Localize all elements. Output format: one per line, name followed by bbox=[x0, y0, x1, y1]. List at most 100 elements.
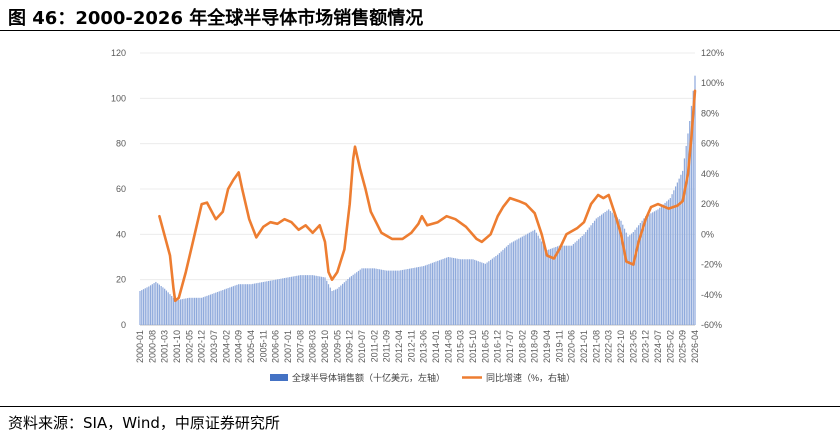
bar bbox=[343, 282, 345, 325]
bar bbox=[669, 198, 671, 325]
bar bbox=[234, 285, 236, 325]
x-tick-label: 2010-07 bbox=[357, 330, 367, 363]
bar bbox=[535, 232, 538, 325]
bar bbox=[449, 257, 451, 325]
bar bbox=[417, 267, 419, 325]
bar bbox=[160, 286, 162, 325]
bar bbox=[502, 249, 504, 325]
right-axis-ticks: -60% -40% -20% 0% 20% 40% 60% 80% 100% 120% bbox=[701, 48, 724, 330]
bar bbox=[602, 213, 604, 325]
bar bbox=[357, 270, 360, 325]
bar bbox=[512, 241, 515, 325]
bar bbox=[158, 284, 160, 325]
bar bbox=[675, 186, 677, 325]
bar bbox=[646, 215, 649, 325]
x-tick-label: 2002-05 bbox=[184, 330, 194, 363]
bar bbox=[673, 190, 675, 325]
bar bbox=[460, 259, 462, 325]
bar bbox=[252, 283, 254, 325]
bar bbox=[657, 209, 659, 325]
x-tick-label: 2000-08 bbox=[147, 330, 157, 363]
bar bbox=[171, 295, 173, 325]
bar bbox=[475, 260, 478, 325]
bar bbox=[556, 246, 559, 325]
bar bbox=[639, 223, 641, 325]
bar bbox=[692, 90, 694, 326]
bar bbox=[398, 270, 400, 325]
x-tick-label: 2015-03 bbox=[456, 330, 466, 363]
left-tick-label: 40 bbox=[116, 229, 126, 239]
bar bbox=[312, 275, 314, 325]
bar bbox=[352, 274, 354, 325]
bar bbox=[542, 244, 545, 325]
bar bbox=[216, 291, 219, 325]
right-tick-label: 20% bbox=[701, 199, 719, 209]
bar bbox=[629, 235, 631, 325]
bar bbox=[225, 288, 227, 325]
bar bbox=[667, 199, 670, 325]
bar bbox=[442, 258, 444, 325]
bar bbox=[250, 284, 252, 325]
bar bbox=[625, 232, 627, 325]
left-tick-label: 60 bbox=[116, 184, 126, 194]
bar bbox=[423, 266, 425, 325]
x-tick-label: 2024-07 bbox=[653, 330, 663, 363]
bar bbox=[430, 263, 432, 325]
bar bbox=[142, 289, 145, 325]
bar bbox=[338, 287, 340, 325]
bar bbox=[179, 299, 182, 325]
bar bbox=[317, 276, 319, 325]
bar bbox=[213, 293, 215, 325]
bar bbox=[572, 244, 575, 325]
bar bbox=[438, 260, 441, 325]
right-tick-label: 40% bbox=[701, 169, 719, 179]
bar bbox=[149, 285, 152, 325]
bar bbox=[544, 247, 546, 325]
bar bbox=[636, 227, 638, 325]
bar bbox=[336, 288, 338, 325]
bar bbox=[294, 276, 296, 325]
bar bbox=[505, 246, 508, 325]
bar bbox=[583, 234, 585, 325]
right-tick-label: -60% bbox=[701, 320, 722, 330]
bar bbox=[255, 283, 257, 325]
bar bbox=[202, 297, 205, 325]
bar bbox=[308, 275, 310, 325]
page-title: 图 46：2000-2026 年全球半导体市场销售额情况 bbox=[8, 8, 424, 29]
bar bbox=[148, 286, 150, 325]
right-tick-label: -20% bbox=[701, 260, 722, 270]
bar bbox=[384, 270, 386, 325]
bar bbox=[576, 240, 578, 325]
bar bbox=[472, 259, 474, 325]
bar bbox=[440, 259, 442, 325]
bar bbox=[528, 232, 530, 325]
bar bbox=[678, 178, 680, 325]
bar bbox=[245, 284, 247, 325]
bar bbox=[276, 279, 279, 325]
bar bbox=[595, 218, 597, 325]
x-tick-label: 2019-04 bbox=[542, 330, 552, 363]
legend-line-label: 同比增速（%，右轴） bbox=[486, 372, 575, 383]
bar bbox=[467, 259, 469, 325]
chart-gridlines bbox=[140, 52, 695, 326]
bar bbox=[204, 296, 206, 325]
bar bbox=[282, 278, 284, 325]
bar bbox=[683, 158, 686, 325]
x-tick-label: 2007-01 bbox=[283, 330, 293, 363]
bar bbox=[477, 261, 479, 325]
bar bbox=[275, 279, 277, 325]
bar bbox=[283, 278, 286, 325]
bar bbox=[546, 250, 548, 325]
bar bbox=[412, 268, 414, 325]
bar bbox=[500, 251, 502, 325]
bar bbox=[269, 280, 271, 325]
bar bbox=[498, 253, 501, 325]
bar bbox=[329, 287, 331, 325]
bar bbox=[532, 230, 534, 325]
bar bbox=[428, 264, 430, 325]
bar bbox=[638, 225, 640, 325]
left-tick-label: 80 bbox=[116, 139, 126, 149]
x-tick-label: 2006-06 bbox=[271, 330, 281, 363]
legend-bar-swatch bbox=[270, 374, 288, 381]
bar bbox=[549, 248, 552, 325]
